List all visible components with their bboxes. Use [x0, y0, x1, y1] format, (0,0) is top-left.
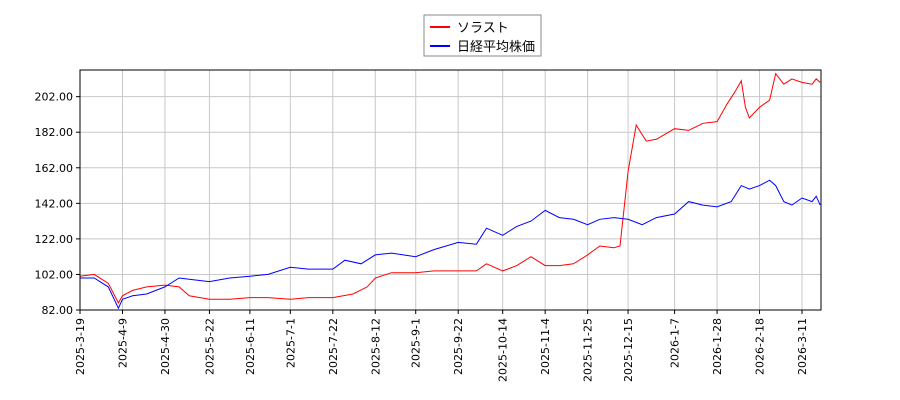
y-tick-label: 202.00 [35, 91, 74, 104]
y-axis: 82.00 102.00 122.00 142.00 162.00 182.00 202.0… [35, 91, 80, 317]
x-tick-label: 2025-7-1 [284, 318, 297, 368]
y-tick-label: 182.00 [35, 126, 74, 139]
x-tick-label: 2025-3-19 [74, 318, 87, 375]
y-tick-label: 122.00 [35, 233, 74, 246]
legend-label: 日経平均株価 [457, 40, 535, 55]
y-tick-label: 82.00 [42, 304, 74, 317]
x-tick-label: 2025-4-30 [159, 318, 172, 375]
x-tick-label: 2025-12-15 [622, 318, 635, 382]
x-tick-label: 2025-6-11 [244, 318, 257, 375]
x-tick-label: 2025-10-14 [497, 318, 510, 382]
legend-box [423, 14, 542, 57]
x-tick-label: 2025-8-12 [369, 318, 382, 375]
x-tick-label: 2025-7-22 [327, 318, 340, 375]
series-line-1 [80, 179, 821, 310]
x-tick-label: 2025-11-4 [539, 318, 552, 375]
x-tick-label: 2025-9-22 [452, 318, 465, 375]
x-tick-label: 2025-9-1 [410, 318, 423, 368]
x-tick-label: 2026-3-11 [796, 318, 809, 375]
x-tick-label: 2025-5-22 [203, 318, 216, 375]
y-tick-label: 162.00 [35, 162, 74, 175]
x-tick-label: 2026-2-18 [754, 318, 767, 375]
legend-label: ソラスト [457, 21, 509, 36]
x-axis: 2025-3-19 2025-4-9 2025-4-30 2025-5-22 2025-… [74, 310, 809, 382]
plot-frame [79, 69, 822, 311]
series-lines [79, 72, 821, 310]
x-tick-label: 2026-1-28 [711, 318, 724, 375]
y-tick-label: 102.00 [35, 268, 74, 281]
x-tick-label: 2025-11-25 [582, 318, 595, 382]
grid [79, 70, 821, 311]
y-tick-label: 142.00 [35, 197, 74, 210]
x-tick-label: 2025-4-9 [116, 318, 129, 368]
x-tick-label: 2026-1-7 [669, 318, 682, 368]
series-line-0 [79, 72, 821, 304]
